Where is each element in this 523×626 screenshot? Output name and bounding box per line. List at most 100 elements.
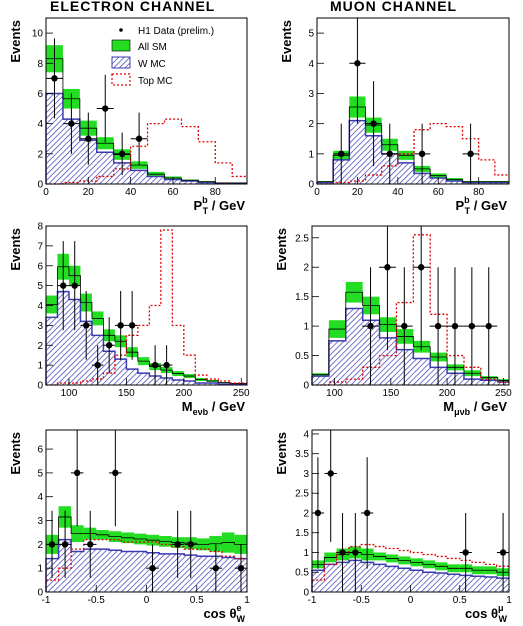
electron-channel-title: ELECTRON CHANNEL <box>50 0 216 14</box>
x-label-tail: / GeV <box>208 198 245 213</box>
x-tick-label: 200 <box>439 388 456 399</box>
y-tick-label: 3 <box>308 89 314 100</box>
data-point <box>51 75 58 82</box>
x-label-sub: eνb <box>193 407 209 417</box>
x-axis-label: Mμνb / GeV <box>443 399 507 417</box>
w-mc-bin <box>422 572 436 592</box>
x-axis-label: Meνb / GeV <box>182 399 246 417</box>
w-mc-bin <box>126 369 138 385</box>
muon-channel-title: MUON CHANNEL <box>330 0 458 14</box>
x-tick-label: 1 <box>244 595 250 606</box>
w-mc-bin <box>130 170 148 184</box>
legend-data-marker <box>119 28 123 32</box>
y-tick-label: 3 <box>37 516 43 527</box>
w-mc-bin <box>221 557 235 592</box>
w-mc-bin <box>206 383 219 385</box>
data-point <box>417 264 425 271</box>
w-mc-bin <box>373 564 386 592</box>
w-mc-bin <box>430 367 448 385</box>
data-point <box>187 541 194 548</box>
data-point <box>149 564 156 572</box>
y-tick-label: 4 <box>37 119 43 130</box>
y-tick-label: 2 <box>37 540 43 551</box>
y-tick-label: 2 <box>37 341 43 352</box>
legend-w-label: W MC <box>138 59 166 70</box>
w-mc-bin <box>447 574 460 592</box>
data-point <box>386 150 393 158</box>
data-point <box>117 322 124 329</box>
w-mc-bin <box>413 358 431 385</box>
w-mc-bin <box>96 152 114 184</box>
y-tick-label: 1.5 <box>295 292 309 303</box>
x-tick-label: 20 <box>83 187 95 198</box>
plot-frame <box>45 17 248 185</box>
data-point <box>237 564 245 572</box>
panel-m_cos: 0 0.5 1 1.5 2 2.5 3 3.5 4 -1 -0.5 0 0.5 1 Events cos θμ… <box>274 429 512 624</box>
y-tick-label: 5 <box>37 468 43 479</box>
legend-top-label: Top MC <box>138 76 172 87</box>
w-mc-bin <box>46 93 63 184</box>
x-tick-label: -1 <box>42 595 51 606</box>
w-mc-bin <box>183 381 196 385</box>
y-axis-label: Events <box>279 20 294 63</box>
w-mc-bin <box>195 383 207 385</box>
x-tick-label: 150 <box>382 388 399 399</box>
sm-central-line <box>45 266 247 385</box>
legend-top-swatch <box>111 73 131 86</box>
w-mc-bin <box>133 551 147 592</box>
w-mc-bin <box>494 182 509 184</box>
x-tick-label: 200 <box>175 388 192 399</box>
legend-sm-label: All SM <box>138 42 167 53</box>
data-point <box>83 322 90 329</box>
y-axis-label: Events <box>274 432 289 475</box>
data-point <box>485 322 492 330</box>
x-tick-label: 0 <box>43 187 49 198</box>
w-mc-bin <box>362 320 380 385</box>
x-tick-label: 1 <box>506 595 512 606</box>
y-tick-label: 6 <box>37 445 43 456</box>
y-tick-label: 0 <box>303 588 309 599</box>
x-label-sub: μνb <box>454 407 471 417</box>
data-point <box>105 342 113 349</box>
w-mc-bin <box>478 182 495 184</box>
x-label-sup: μ <box>498 603 504 613</box>
y-tick-label: 0 <box>308 180 314 191</box>
x-label-tail: / GeV <box>470 399 507 414</box>
x-tick-label: -0.5 <box>88 595 106 606</box>
y-tick-label: 0 <box>303 381 309 392</box>
data-point <box>370 120 377 127</box>
y-tick-label: 6 <box>37 89 43 100</box>
data-point <box>451 322 459 330</box>
panel-e_pt: 0 2 4 6 8 10 0 20 40 60 80 Events Pb T / GeV <box>8 17 248 216</box>
w-mc-line <box>45 290 247 385</box>
data-point <box>363 509 371 517</box>
legend-w-swatch <box>111 56 131 69</box>
w-mc-bin <box>57 291 69 385</box>
data-point <box>499 549 507 556</box>
data-point <box>102 105 109 112</box>
w-mc-bin <box>349 120 366 184</box>
w-mc-bin <box>46 317 58 385</box>
y-tick-label: 2.5 <box>295 489 309 500</box>
x-tick-label: 80 <box>473 187 485 198</box>
y-tick-label: 4 <box>303 429 309 440</box>
y-tick-label: 7 <box>37 241 43 252</box>
x-label-sub: W <box>499 614 508 624</box>
data-point <box>367 322 374 330</box>
data-point <box>68 120 75 127</box>
data-point <box>118 150 126 158</box>
y-tick-label: 8 <box>37 59 43 70</box>
x-label-sup: b <box>464 195 470 205</box>
w-mc-bin <box>108 550 122 592</box>
x-tick-label: 100 <box>61 388 78 399</box>
panel-e_cos: 0 1 2 3 4 5 6 -1 -0.5 0 0.5 1 Events cos θe W <box>8 429 250 624</box>
y-tick-label: 2 <box>308 119 314 130</box>
top-mc-line <box>46 118 247 185</box>
x-tick-label: 250 <box>495 388 512 399</box>
plot-frame <box>311 225 510 386</box>
y-tick-label: 1 <box>303 322 309 333</box>
x-tick-label: 250 <box>233 388 250 399</box>
data-point <box>434 322 442 330</box>
y-tick-label: 6 <box>37 261 43 272</box>
